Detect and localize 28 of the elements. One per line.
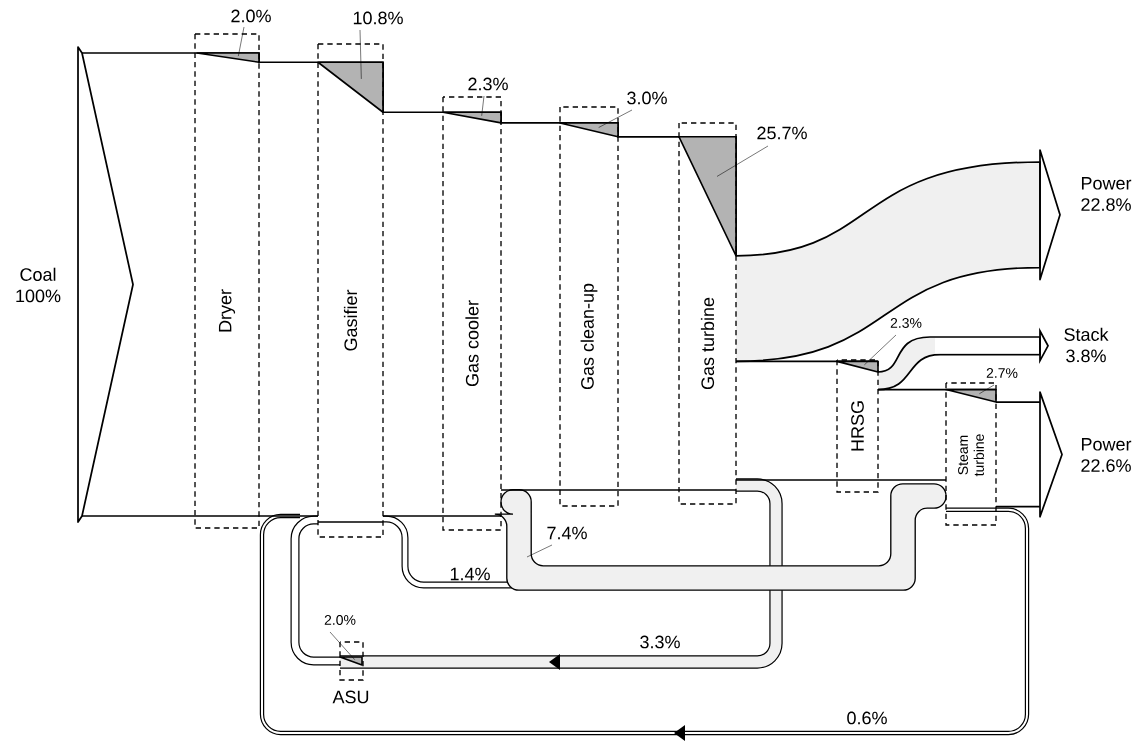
text: 7.4%: [547, 526, 587, 540]
category-label: Steam turbine: [958, 434, 984, 477]
data-label: 2.0%: [324, 615, 356, 625]
category-label: Coal: [20, 267, 56, 281]
category-label: Gas clean-up: [580, 283, 598, 390]
text: 0.6%: [847, 711, 887, 725]
text: 1.4%: [450, 567, 490, 581]
category-label: Stack: [1064, 327, 1109, 341]
category-label: Power: [1081, 438, 1132, 451]
data-label: 10.8%: [353, 11, 403, 25]
category-label: Gas turbine: [700, 297, 715, 390]
data-label: 2.3%: [890, 318, 922, 328]
data-label: 22.6%: [1081, 459, 1131, 472]
data-label: 100%: [16, 289, 61, 303]
data-label: 2.0%: [231, 9, 271, 23]
category-label: Gas cooler: [465, 300, 479, 387]
data-label: 3.0%: [627, 91, 667, 105]
category-label: HRSG: [851, 401, 864, 451]
category-label: ASU: [332, 690, 369, 704]
data-label: 22.8%: [1081, 198, 1131, 211]
category-label: Power: [1081, 177, 1132, 190]
data-label: 2.7%: [986, 368, 1018, 378]
category-label: Gasifier: [343, 289, 358, 351]
category-label: Dryer: [218, 289, 236, 332]
data-label: 25.7%: [757, 126, 807, 140]
text: 3.3%: [640, 635, 680, 649]
data-label: 3.8%: [1066, 349, 1106, 363]
data-label: 2.3%: [468, 77, 508, 91]
